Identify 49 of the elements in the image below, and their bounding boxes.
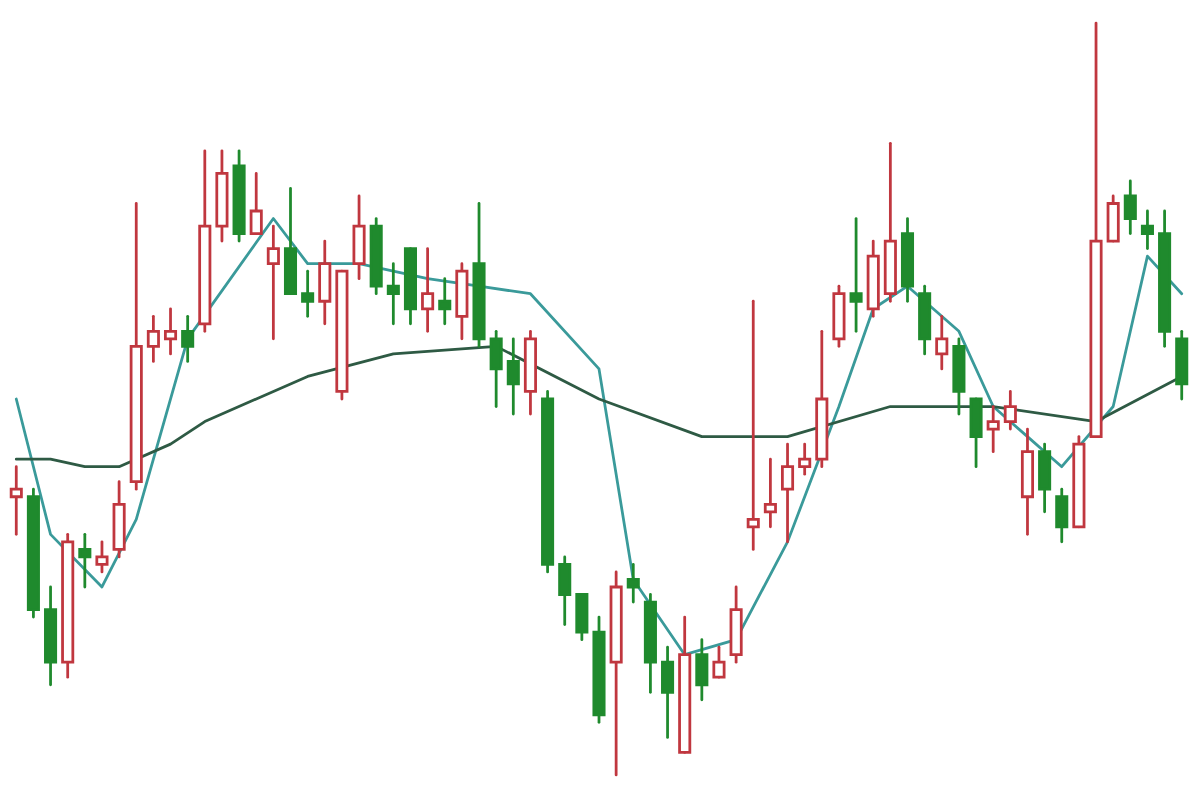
candlestick	[1123, 179, 1137, 235]
candlestick	[44, 585, 58, 687]
candlestick	[9, 465, 23, 536]
candlestick	[626, 563, 640, 604]
candlestick	[883, 141, 897, 303]
candlestick	[1140, 209, 1154, 250]
candlestick	[523, 329, 537, 416]
candlestick	[181, 314, 195, 363]
candlestick	[1003, 390, 1017, 431]
candlestick	[849, 217, 863, 333]
candlestick	[386, 262, 400, 326]
candlestick	[695, 638, 709, 702]
candlestick	[146, 314, 160, 363]
candlestick	[78, 532, 92, 589]
candlestick	[1038, 442, 1052, 514]
candlestick	[489, 329, 503, 408]
candlestick	[1158, 209, 1172, 348]
candlestick	[438, 277, 452, 326]
candlestick	[1020, 427, 1035, 536]
candlestick	[1055, 487, 1069, 544]
candlestick	[421, 247, 435, 333]
candlestick	[866, 239, 880, 318]
candlestick	[558, 555, 572, 626]
candlestick	[609, 570, 623, 777]
candlestick	[26, 487, 40, 619]
candlestick	[900, 217, 915, 303]
candlestick	[369, 217, 383, 296]
candlestick	[318, 239, 332, 326]
candlestick	[129, 202, 143, 491]
candlestick	[198, 149, 212, 333]
candlestick	[729, 585, 743, 664]
candlestick	[506, 337, 520, 416]
candlestick	[163, 307, 178, 356]
candlestick	[935, 314, 949, 371]
candlestick	[455, 262, 469, 341]
candlestick	[661, 645, 675, 739]
candlestick	[918, 284, 932, 356]
candlestick	[541, 390, 555, 574]
candlestick	[746, 299, 760, 551]
candlestick	[1175, 329, 1189, 401]
candlestick	[986, 405, 1000, 454]
candlestick	[763, 457, 777, 529]
candlestick	[266, 224, 280, 341]
candlestick	[61, 532, 75, 679]
candlestick	[798, 442, 812, 476]
candlestick	[815, 329, 829, 469]
candlestick	[301, 269, 315, 318]
candlestick	[643, 593, 657, 694]
candlestick	[781, 442, 795, 544]
